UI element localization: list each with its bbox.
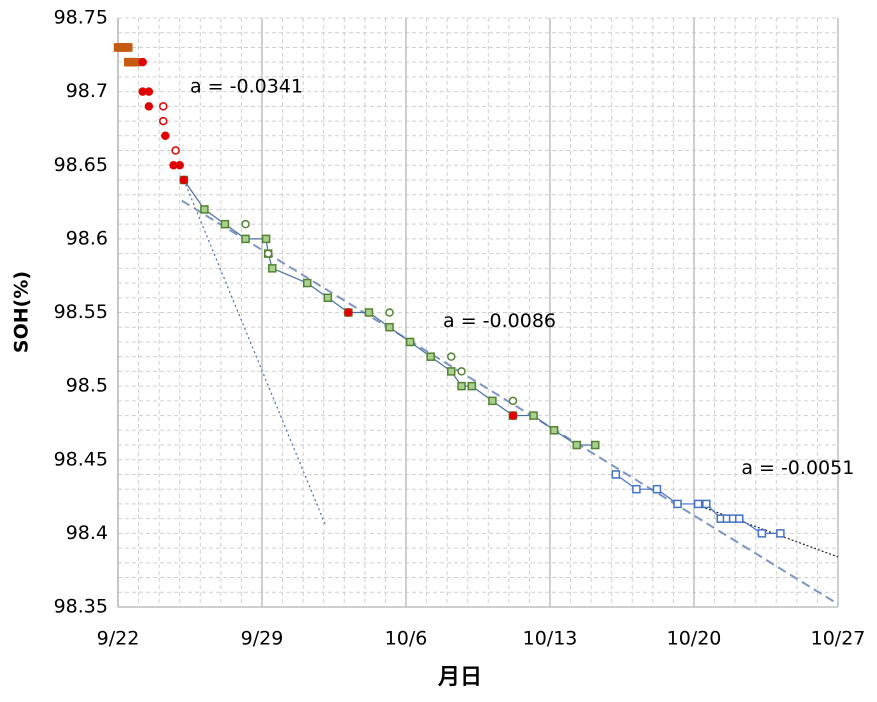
point [508,411,518,420]
annotation: a = -0.0341 [190,76,303,98]
point [447,367,456,376]
point [161,131,170,141]
x-tick-label: 9/22 [97,628,140,650]
point [261,234,271,244]
point [757,529,767,538]
x-tick-label: 10/20 [667,628,722,650]
x-tick-label: 10/6 [385,628,428,650]
point [179,175,189,185]
point [220,219,230,229]
point [171,146,180,155]
point [447,352,456,361]
point [124,43,133,52]
point [632,484,641,494]
point [241,234,250,244]
point [529,411,538,420]
point [572,440,581,450]
y-tick-label: 98.7 [66,80,108,102]
point [426,352,435,361]
point [364,308,374,317]
y-tick-label: 98.6 [66,227,108,249]
point [144,102,154,111]
y-axis-label: SOH(%) [11,271,33,353]
point [159,116,168,126]
point [457,367,466,376]
x-axis-label: 月日 [437,665,482,690]
point [385,322,394,332]
point [303,278,312,288]
point [344,308,353,317]
point [467,381,477,391]
point [702,499,711,509]
point [508,396,518,406]
point [385,308,394,317]
point [549,426,559,435]
point [175,161,184,170]
x-tick-label: 9/29 [241,628,284,650]
point [200,205,209,214]
y-tick-label: 98.5 [66,375,108,397]
point [693,499,703,509]
point [405,337,415,347]
x-tick-label: 10/13 [523,628,578,650]
point [735,514,744,523]
annotation: a = -0.0051 [741,457,854,479]
point [144,87,154,96]
point [323,293,333,303]
y-tick-label: 98.75 [54,7,108,29]
point [673,499,682,509]
point [263,249,273,258]
point [138,57,147,67]
series-line [183,179,327,527]
point [241,219,250,229]
y-tick-label: 98.4 [66,522,108,544]
point [268,264,277,273]
y-tick-label: 98.65 [54,154,108,176]
y-tick-label: 98.45 [54,448,108,470]
point [652,484,662,494]
point [488,396,497,406]
x-tick-label: 10/27 [811,628,866,650]
point [591,440,600,450]
point [611,470,621,479]
point [159,102,168,111]
annotation: a = -0.0086 [443,310,556,332]
point [776,529,785,538]
y-tick-label: 98.35 [54,596,108,618]
y-tick-label: 98.55 [54,301,108,323]
point [457,381,466,391]
